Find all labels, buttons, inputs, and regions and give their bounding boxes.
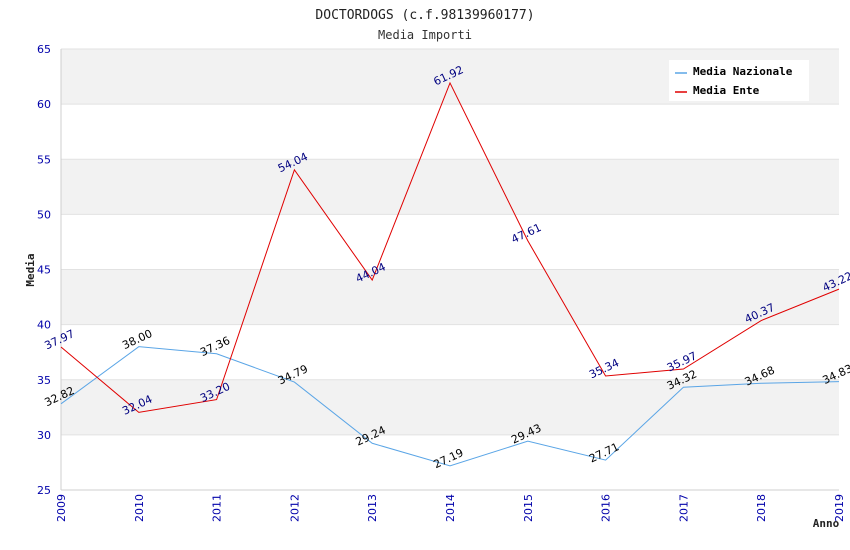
x-axis-label: Anno xyxy=(813,517,840,530)
y-axis-label: Media xyxy=(24,253,37,286)
x-tick-label: 2009 xyxy=(55,494,68,522)
grid-band xyxy=(61,269,839,325)
legend: Media Nazionale Media Ente xyxy=(669,60,809,101)
axes xyxy=(60,49,839,491)
x-tick-label: 2019 xyxy=(833,494,846,522)
y-tick-label: 40 xyxy=(37,319,51,332)
x-tick-label: 2016 xyxy=(600,494,613,522)
series-lines xyxy=(60,81,840,467)
series-line-media-ente xyxy=(60,81,840,413)
grid-band xyxy=(61,434,839,490)
y-tick-label: 35 xyxy=(37,374,51,387)
x-tick-label: 2013 xyxy=(366,494,379,522)
legend-label-media-ente: Media Ente xyxy=(693,84,760,97)
chart-subtitle: Media Importi xyxy=(378,28,472,42)
grid-band xyxy=(61,159,839,215)
x-tick-label: 2014 xyxy=(444,494,457,522)
y-tick-label: 50 xyxy=(37,208,51,221)
legend-label-media-nazionale: Media Nazionale xyxy=(693,65,793,78)
x-tick-label: 2015 xyxy=(522,494,535,522)
grid-band xyxy=(61,104,839,160)
x-tick-label: 2018 xyxy=(755,494,768,522)
chart-title: DOCTORDOGS (c.f.98139960177) xyxy=(315,8,534,23)
series-line-media-nazionale xyxy=(60,346,840,467)
y-tick-label: 65 xyxy=(37,43,51,56)
x-tick-label: 2011 xyxy=(211,494,224,522)
grid-band xyxy=(61,379,839,435)
grid-band xyxy=(61,214,839,270)
x-tick-labels: 2009 2010 2011 2012 2013 2014 2015 2016 2017 2018… xyxy=(55,494,846,522)
y-tick-label: 30 xyxy=(37,429,51,442)
y-tick-label: 55 xyxy=(37,153,51,166)
x-tick-label: 2010 xyxy=(133,494,146,522)
y-tick-label: 60 xyxy=(37,98,51,111)
grid-band xyxy=(61,324,839,380)
y-tick-labels: 25 30 35 40 45 50 55 60 65 xyxy=(37,43,51,497)
y-tick-label: 25 xyxy=(37,484,51,497)
x-tick-label: 2012 xyxy=(288,494,301,522)
legend-box xyxy=(669,60,809,101)
grid-bands xyxy=(61,48,839,491)
x-tick-label: 2017 xyxy=(677,494,690,522)
y-tick-label: 45 xyxy=(37,264,51,277)
